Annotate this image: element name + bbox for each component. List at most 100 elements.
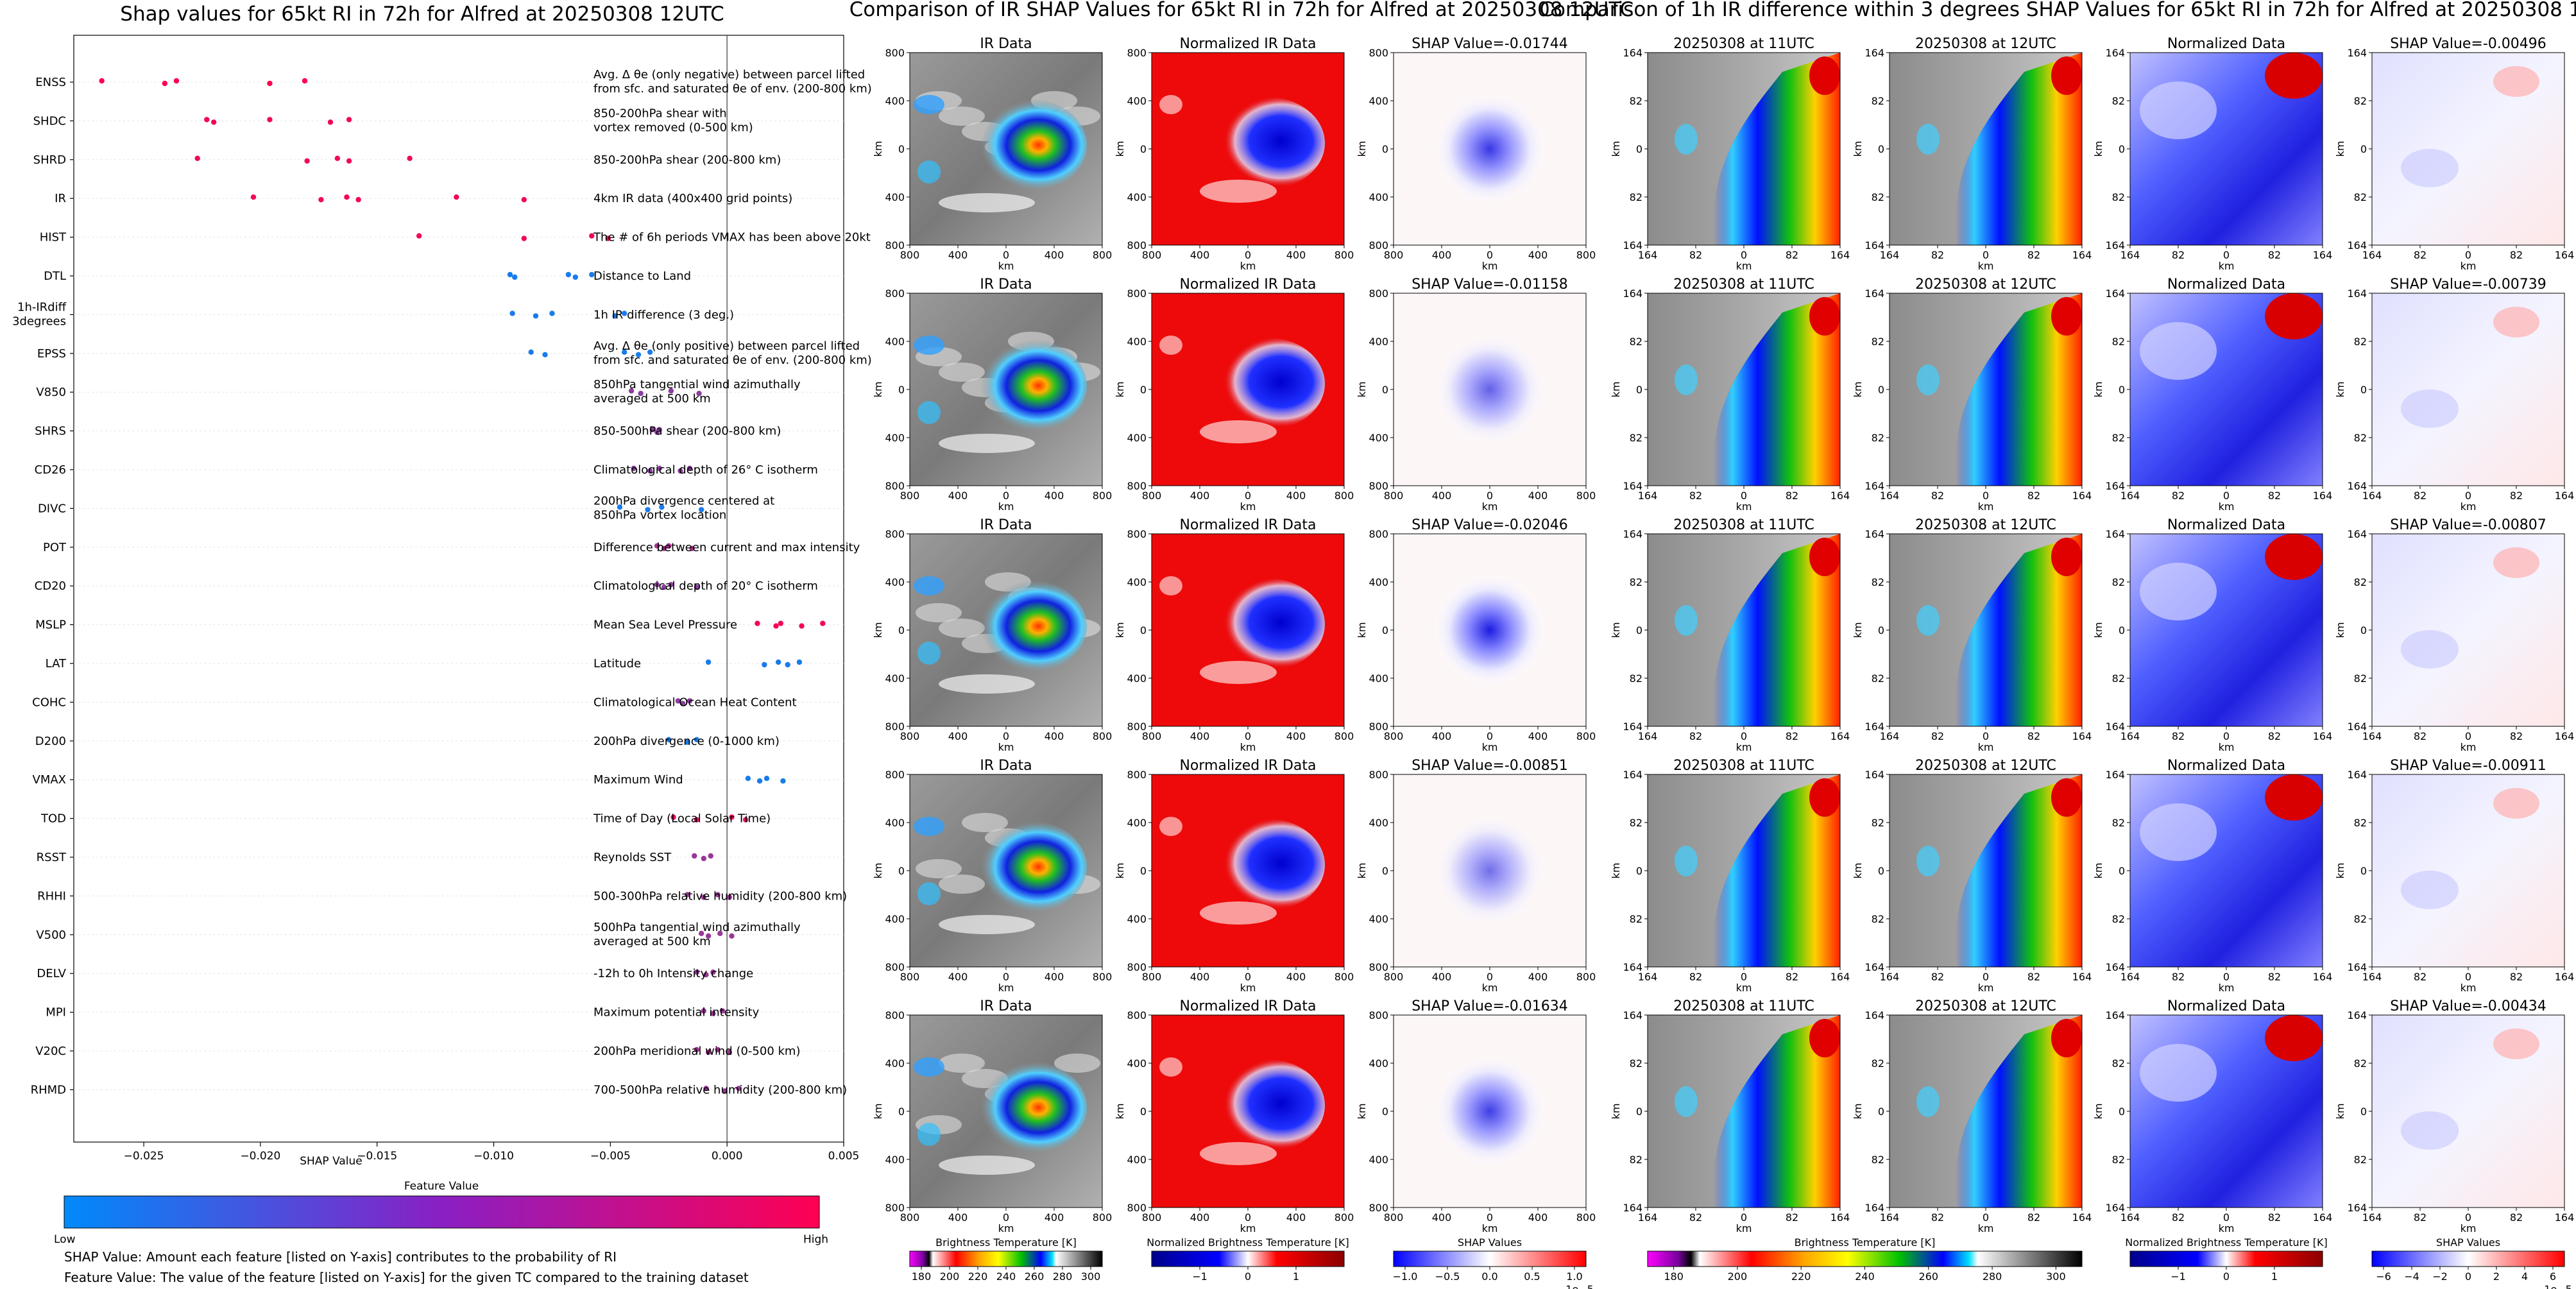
feature-label: VMAX [33,773,67,787]
yaxis-label: km [1852,622,1864,638]
colorbar-tick-label: 200 [940,1270,960,1283]
ytick-label: 164 [2105,721,2125,733]
yaxis-label: km [1610,1104,1622,1120]
xaxis-label: km [2219,260,2235,272]
shap-point [694,969,700,975]
ytick-label: 800 [1369,47,1388,59]
ytick-label: 0 [2119,143,2125,155]
xtick-label: 800 [1576,730,1596,742]
xtick-label: 164 [1830,971,1850,983]
xtick-label: 800 [1335,490,1354,502]
ytick-label: 82 [2112,913,2125,925]
colorbar-tick-label: 300 [1081,1270,1101,1283]
ytick-label: 82 [1630,336,1642,348]
ytick-label: 82 [1872,336,1884,348]
feature-description: 850hPa vortex location [593,508,726,522]
shap-point [715,1046,721,1053]
colorbar-tick-label: 180 [1664,1270,1684,1283]
ytick-label: 400 [885,336,905,348]
xtick-label: 82 [1689,249,1702,261]
xaxis-label: km [1978,741,1994,753]
yaxis-label: km [1114,622,1126,638]
xtick-label: −0.015 [357,1150,397,1163]
ytick-label: 400 [1369,1154,1388,1166]
ytick-label: 400 [1369,913,1388,925]
ytick-label: 82 [1872,576,1884,588]
ytick-label: 164 [1864,721,1884,733]
ir-zoom-coldtop [1809,297,1840,336]
ytick-label: 82 [1630,576,1642,588]
colorbar-tick-label: 0.0 [1481,1270,1497,1283]
shap-point [687,465,693,472]
ir-cloud-streak [916,603,962,622]
shap-point [509,311,515,316]
ytick-label: 800 [1369,528,1388,540]
panel-image [2372,774,2564,967]
feature-label: HIST [40,231,67,244]
xtick-label: 0 [1487,971,1493,983]
xtick-label: 800 [900,490,920,502]
xtick-label: 82 [2027,249,2040,261]
yaxis-label: km [1852,1104,1864,1120]
shap-zoom-positive [2493,788,2539,819]
feature-label: DIVC [38,502,66,515]
xaxis-label: km [1736,982,1752,994]
shap-point [661,545,667,551]
feature-description: Climatological depth of 20° C isotherm [593,579,818,593]
panel-title: IR Data [980,998,1032,1014]
ytick-label: 400 [885,95,905,107]
colorbar-tick-label: −1.0 [1393,1270,1418,1283]
feature-label: SHDC [33,114,66,128]
panel-title: IR Data [980,517,1032,533]
xtick-label: 82 [2510,490,2523,502]
xtick-label: 0 [1487,490,1493,502]
colorbar-tick-label: 220 [1791,1270,1811,1283]
shap-point [726,894,733,900]
shap-point [654,582,660,588]
xtick-label: 0 [1741,249,1747,261]
xtick-label: 800 [1384,249,1404,261]
panel-image [1394,774,1586,967]
ir-zoom-coldtop [2051,297,2082,336]
xaxis-label: km [1482,1222,1498,1234]
ytick-label: 0 [1878,624,1884,636]
feature-label: DTL [44,269,66,283]
xtick-label: 400 [1286,971,1306,983]
norm-zoom-warm [2265,774,2323,821]
colorbar-tick-label: 4 [2521,1270,2528,1283]
ytick-label: 82 [1872,432,1884,444]
xtick-label: 164 [1638,249,1658,261]
xtick-label: 400 [948,249,968,261]
shap-point [628,388,635,394]
xtick-label: 800 [1335,1211,1354,1224]
shap-point [589,271,595,278]
ir-comparison-title: Comparison of IR SHAP Values for 65kt RI… [849,0,1634,21]
ytick-label: 164 [1864,1202,1884,1214]
shap-point [722,1088,728,1094]
ytick-label: 82 [2112,191,2125,203]
xtick-label: 800 [900,971,920,983]
shap-point [407,155,413,161]
panel-image [910,534,1102,726]
ytick-label: 0 [2119,624,2125,636]
shap-center-blob [1432,91,1548,207]
ytick-label: 400 [1369,336,1388,348]
feature-description: 850-500hPa shear (200-800 km) [593,425,781,438]
ytick-label: 82 [2354,913,2367,925]
shap-point [666,737,672,743]
xtick-label: 0 [1245,490,1251,502]
shap-point [687,698,693,704]
shap-point [668,582,674,588]
xtick-label: −0.020 [240,1150,280,1163]
shap-point [763,776,770,781]
xtick-label: 164 [2555,730,2575,742]
xtick-label: 0 [1487,730,1493,742]
ytick-label: 0 [1382,143,1388,155]
shap-point [762,662,767,668]
ir-cloud-cluster [917,642,941,665]
feature-colorbar-high: High [803,1233,828,1246]
panel-title: SHAP Value=-0.00911 [2390,758,2546,774]
shap-point [173,78,180,84]
xaxis-label: km [2219,1222,2235,1234]
ir-zoom-storm [1713,534,1840,726]
